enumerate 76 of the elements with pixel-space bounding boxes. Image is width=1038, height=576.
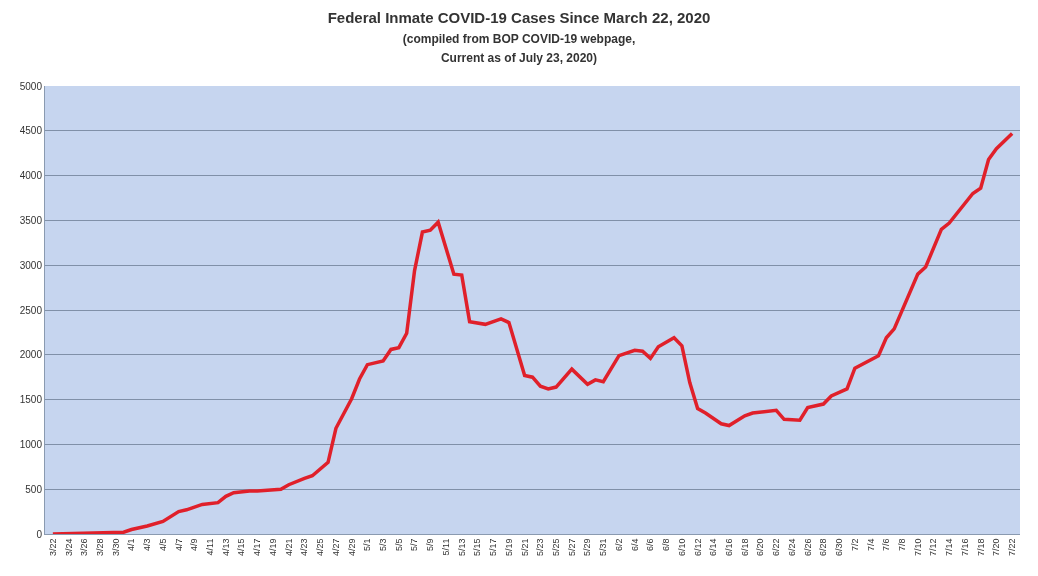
y-tick-label: 2000 <box>19 349 43 361</box>
x-tick-label: 5/17 <box>488 538 499 557</box>
x-tick-label: 4/7 <box>173 538 184 552</box>
x-tick-label: 3/22 <box>47 538 58 557</box>
chart-subtitle: (compiled from BOP COVID-19 webpage, Current as of July 23, 2020) <box>402 31 636 66</box>
x-tick-label: 4/17 <box>252 538 263 557</box>
x-tick-label: 7/20 <box>991 538 1002 557</box>
x-tick-label: 5/29 <box>582 538 593 557</box>
x-tick-label: 6/8 <box>661 538 672 552</box>
x-tick-label: 6/18 <box>739 538 750 557</box>
y-tick-label: 0 <box>36 528 43 540</box>
x-tick-label: 5/7 <box>409 538 420 552</box>
x-tick-label: 3/28 <box>94 538 105 557</box>
x-tick-label: 7/16 <box>959 538 970 557</box>
x-tick-label: 7/10 <box>912 538 923 557</box>
y-tick-label: 3000 <box>19 259 43 271</box>
x-tick-label: 5/21 <box>519 538 530 557</box>
x-tick-label: 4/29 <box>346 538 357 557</box>
y-tick-label: 500 <box>25 483 43 495</box>
x-tick-label: 3/30 <box>110 538 121 557</box>
chart-title: Federal Inmate COVID-19 Cases Since March 22, 2020 <box>327 9 711 27</box>
x-tick-label: 7/22 <box>1007 538 1018 557</box>
x-tick-label: 6/22 <box>771 538 782 557</box>
x-tick-label: 5/5 <box>393 538 404 552</box>
x-tick-label: 3/26 <box>79 538 90 557</box>
x-tick-label: 5/25 <box>551 538 562 557</box>
x-tick-label: 4/27 <box>330 538 341 557</box>
x-tick-label: 7/18 <box>975 538 986 557</box>
x-tick-label: 6/12 <box>692 538 703 557</box>
y-tick-label: 5000 <box>19 80 43 92</box>
y-tick-label: 4000 <box>19 170 43 182</box>
x-tick-label: 7/2 <box>849 538 860 552</box>
x-tick-label: 4/21 <box>283 538 294 557</box>
x-tick-label: 7/8 <box>896 538 907 552</box>
x-tick-label: 5/19 <box>503 538 514 557</box>
x-tick-label: 6/20 <box>755 538 766 557</box>
x-tick-label: 7/4 <box>865 538 876 552</box>
x-tick-label: 7/6 <box>881 538 892 552</box>
x-tick-label: 6/24 <box>786 538 797 557</box>
x-tick-label: 4/25 <box>315 538 326 557</box>
x-tick-label: 6/16 <box>723 538 734 557</box>
x-tick-label: 5/3 <box>378 538 389 552</box>
x-tick-label: 5/9 <box>425 538 436 552</box>
x-tick-label: 6/4 <box>629 538 640 552</box>
x-tick-label: 4/13 <box>220 538 231 557</box>
x-tick-label: 4/3 <box>142 538 153 552</box>
x-tick-label: 7/14 <box>944 538 955 557</box>
x-tick-label: 5/13 <box>456 538 467 557</box>
x-tick-label: 5/31 <box>598 538 609 557</box>
x-tick-label: 5/23 <box>535 538 546 557</box>
y-tick-label: 1500 <box>19 394 43 406</box>
x-tick-label: 5/1 <box>362 538 373 552</box>
y-tick-label: 3500 <box>19 214 43 226</box>
x-tick-label: 4/5 <box>157 538 168 552</box>
y-tick-label: 1000 <box>19 438 43 450</box>
x-tick-label: 6/14 <box>708 538 719 557</box>
x-tick-label: 4/19 <box>267 538 278 557</box>
x-tick-label: 3/24 <box>63 538 74 557</box>
x-tick-label: 4/23 <box>299 538 310 557</box>
x-tick-label: 6/28 <box>818 538 829 557</box>
x-tick-label: 4/1 <box>126 538 137 552</box>
x-tick-label: 6/26 <box>802 538 813 557</box>
x-tick-label: 4/11 <box>205 538 216 556</box>
x-tick-label: 6/2 <box>613 538 624 552</box>
x-tick-label: 6/10 <box>676 538 687 557</box>
x-tick-label: 4/15 <box>236 538 247 557</box>
x-tick-label: 4/9 <box>189 538 200 552</box>
x-tick-label: 5/11 <box>440 538 451 556</box>
x-tick-label: 6/6 <box>645 538 656 552</box>
y-tick-label: 2500 <box>19 304 43 316</box>
line-series <box>51 131 1014 534</box>
x-tick-label: 6/30 <box>834 538 845 557</box>
y-tick-label: 4500 <box>19 125 43 137</box>
x-tick-label: 5/15 <box>472 538 483 557</box>
x-tick-label: 5/27 <box>566 538 577 557</box>
x-tick-label: 7/12 <box>928 538 939 557</box>
